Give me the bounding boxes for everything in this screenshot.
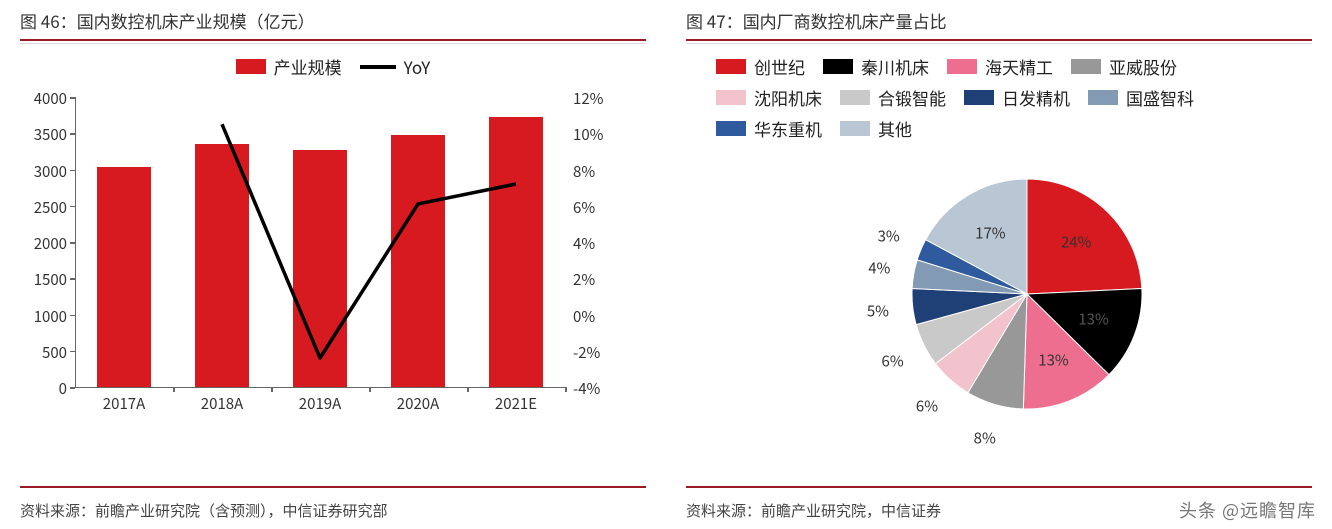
legend-label: 创世纪: [754, 54, 805, 79]
legend-swatch: [1071, 59, 1101, 74]
figure-46-panel: 图 46： 国内数控机床产业规模（亿元） 产业规模 YoY 0500100015…: [0, 0, 666, 529]
pie-slice-label: 13%: [1078, 309, 1108, 330]
legend-item: 华东重机: [716, 116, 822, 141]
figure-46-prefix: 图 46：: [20, 8, 77, 33]
legend-item: 日发精机: [964, 85, 1070, 110]
legend-swatch: [947, 59, 977, 74]
rule-red: [20, 486, 646, 488]
legend-label: 沈阳机床: [754, 85, 822, 110]
pie-svg: [686, 149, 1306, 439]
legend-item: 秦川机床: [823, 54, 929, 79]
figure-46-title-text: 国内数控机床产业规模（亿元）: [77, 8, 315, 33]
rule-red: [20, 39, 646, 41]
pie-slice-label: 3%: [878, 226, 900, 247]
watermark: 头条 @远瞻智库: [1179, 497, 1316, 523]
pie-slice-label: 6%: [916, 395, 938, 416]
legend-line-label: YoY: [404, 54, 431, 79]
pie-slice-label: 4%: [868, 257, 890, 278]
figure-47-panel: 图 47： 国内厂商数控机床产量占比 创世纪 秦川机床 海天精工 亚威股份沈阳机床 合锻…: [666, 0, 1332, 529]
legend-label: 国盛智科: [1126, 85, 1194, 110]
figure-47-title-text: 国内厂商数控机床产量占比: [743, 8, 947, 33]
figure-47-title: 图 47： 国内厂商数控机床产量占比: [686, 8, 1312, 39]
legend-item: 合锻智能: [840, 85, 946, 110]
figure-46-title: 图 46： 国内数控机床产业规模（亿元）: [20, 8, 646, 39]
legend-item: 其他: [840, 116, 912, 141]
legend-item: 亚威股份: [1071, 54, 1177, 79]
legend-bar-swatch: [236, 59, 266, 74]
rule-red: [686, 39, 1312, 41]
legend-swatch: [716, 121, 746, 136]
bar-line-chart: 05001000150020002500300035004000-4%-2%0%…: [20, 87, 646, 482]
figure-47-legend: 创世纪 秦川机床 海天精工 亚威股份沈阳机床 合锻智能 日发精机 国盛智科华东重机 其他: [686, 44, 1276, 149]
pie-slice-label: 6%: [882, 350, 904, 371]
legend-swatch: [1088, 90, 1118, 105]
legend-label: 亚威股份: [1109, 54, 1177, 79]
legend-item: 国盛智科: [1088, 85, 1194, 110]
pie-slice-label: 8%: [974, 427, 996, 448]
legend-item: 创世纪: [716, 54, 805, 79]
rule-red: [686, 486, 1312, 488]
pie-slice-label: 24%: [1061, 232, 1091, 253]
legend-swatch: [716, 59, 746, 74]
legend-line-swatch: [360, 65, 396, 69]
legend-label: 日发精机: [1002, 85, 1070, 110]
legend-item: 沈阳机床: [716, 85, 822, 110]
legend-label: 秦川机床: [861, 54, 929, 79]
figure-47-source-text: 资料来源：前瞻产业研究院，中信证券: [686, 500, 941, 521]
legend-bar: 产业规模: [236, 54, 342, 79]
legend-swatch: [823, 59, 853, 74]
legend-item: 海天精工: [947, 54, 1053, 79]
legend-label: 合锻智能: [878, 85, 946, 110]
legend-swatch: [840, 90, 870, 105]
legend-line: YoY: [360, 54, 431, 79]
legend-label: 海天精工: [985, 54, 1053, 79]
legend-bar-label: 产业规模: [274, 54, 342, 79]
pie-slice-label: 5%: [867, 300, 889, 321]
figure-46-legend: 产业规模 YoY: [20, 44, 646, 87]
pie-chart: 24% 13% 13% 8% 6% 6% 5% 4% 3% 17%: [686, 149, 1312, 482]
figure-46-source: 资料来源：前瞻产业研究院（含预测），中信证券研究部: [20, 490, 646, 525]
legend-swatch: [964, 90, 994, 105]
yoy-line: [20, 87, 620, 417]
pie-slice-label: 13%: [1038, 350, 1068, 371]
pie-slice-label: 17%: [975, 222, 1005, 243]
figure-47-prefix: 图 47：: [686, 8, 743, 33]
legend-swatch: [716, 90, 746, 105]
legend-label: 华东重机: [754, 116, 822, 141]
legend-label: 其他: [878, 116, 912, 141]
legend-swatch: [840, 121, 870, 136]
